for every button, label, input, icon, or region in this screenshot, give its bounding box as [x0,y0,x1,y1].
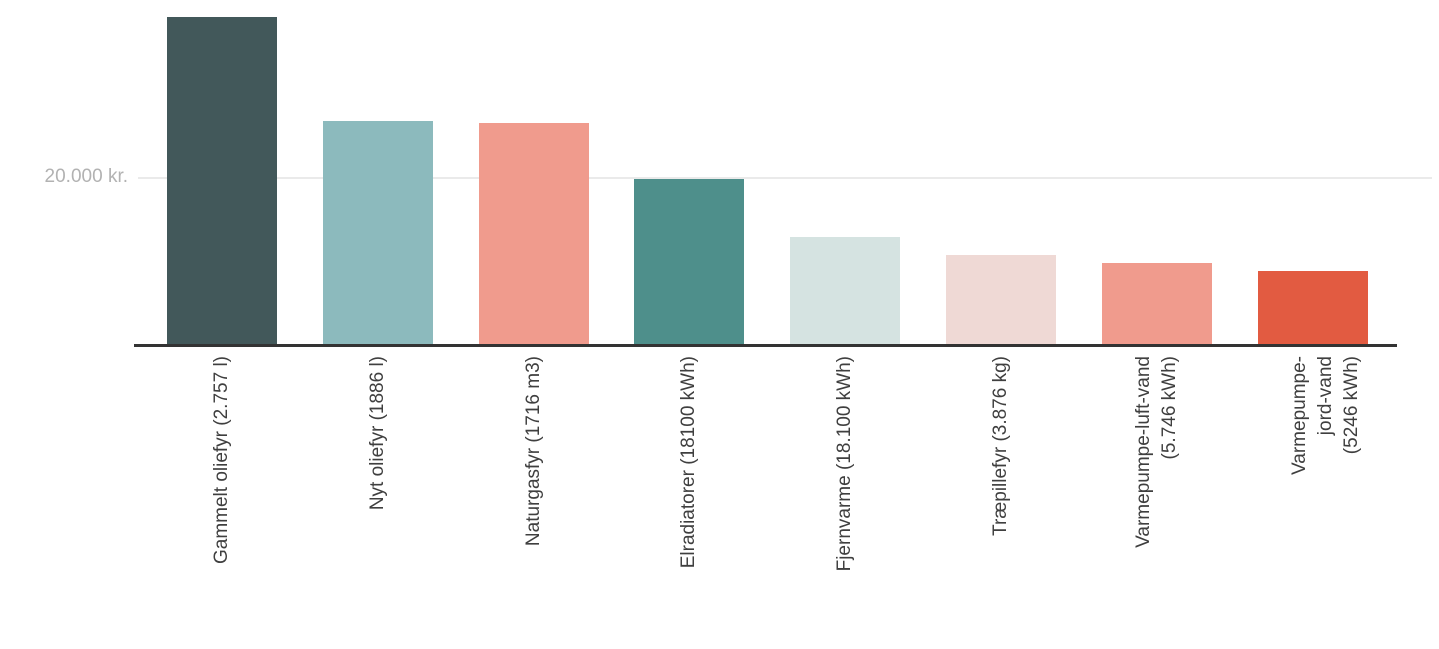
x-axis-label-3: Naturgasfyr (1716 m3) [522,356,544,547]
x-axis-label-7: Varmepumpe-luft-vand (5.746 kWh) [1132,356,1180,548]
bar-4[interactable] [634,179,745,344]
x-axis-line [134,344,1397,347]
gridline-20000-kr [138,177,1432,179]
x-axis-label-6: Træpillefyr (3.876 kg) [990,356,1011,536]
bar-1[interactable] [167,17,277,344]
bar-8[interactable] [1257,271,1368,344]
x-axis-label-1: Gammelt oliefyr (2.757 l) [211,356,232,565]
bar-7[interactable] [1101,263,1212,344]
x-axis-label-8: Varmepumpe- jord-vand (5246 kWh) [1288,356,1362,475]
x-axis-label-2: Nyt oliefyr (1886 l) [366,356,388,511]
bar-5[interactable] [790,237,901,344]
bar-6[interactable] [946,255,1056,344]
y-axis-tick-label: 20.000 kr. [44,166,128,187]
bar-3[interactable] [478,123,589,344]
x-axis-label-4: Elradiatorer (18100 kWh) [678,356,700,569]
bar-2[interactable] [322,121,433,344]
x-axis-label-5: Fjernvarme (18.100 kWh) [834,356,856,572]
